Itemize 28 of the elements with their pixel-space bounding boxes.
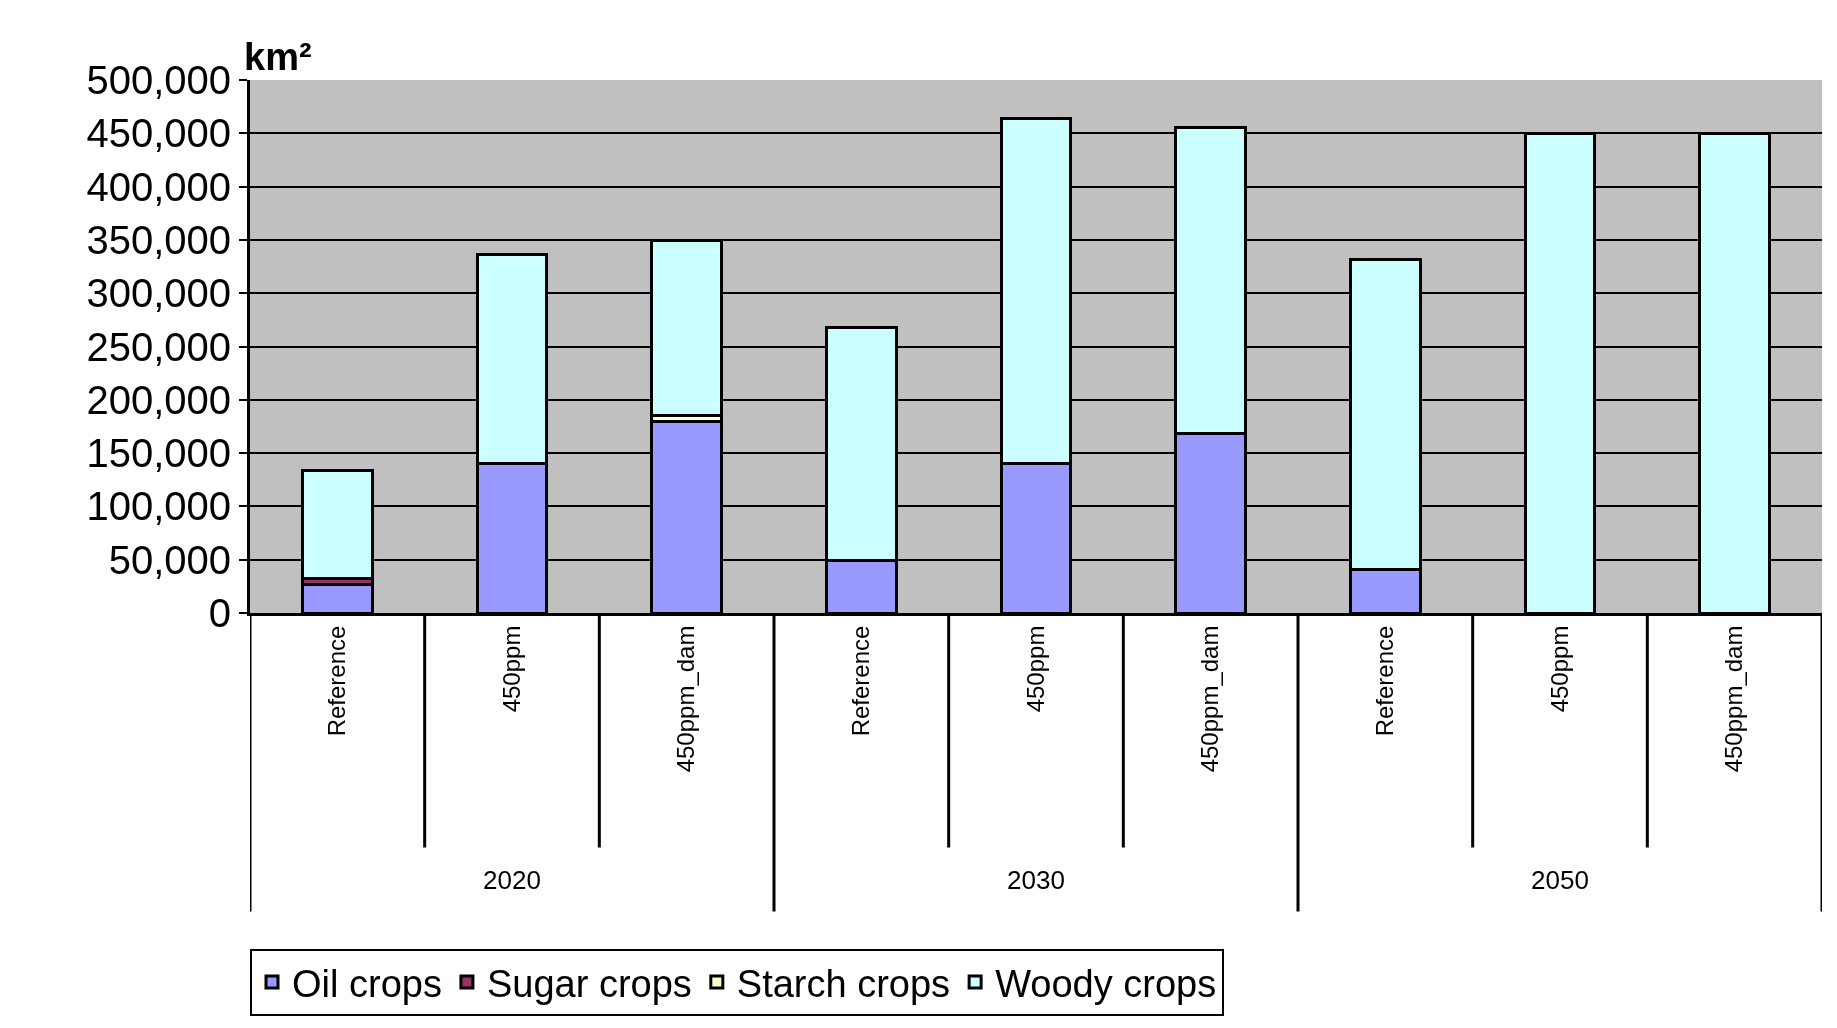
x-tick-label: 450ppm: [497, 625, 525, 713]
x-tick-label: Reference: [847, 625, 875, 737]
x-tick-label: 450ppm_dam: [672, 625, 700, 773]
y-tick-label: 300,000: [86, 271, 231, 316]
x-tick-label: 450ppm: [1021, 625, 1049, 713]
legend-label: Oil crops: [292, 962, 442, 1005]
y-axis-title: km²: [244, 36, 312, 78]
y-tick-label: 50,000: [108, 537, 231, 582]
x-tick-label: Reference: [323, 625, 351, 737]
text: 2030: [1007, 865, 1065, 895]
x-tick-label: 450ppm_dam: [1196, 625, 1224, 773]
y-tick-label: 0: [208, 591, 231, 635]
text: 2050: [1531, 865, 1589, 895]
x-tick-label: Reference: [1371, 625, 1399, 737]
legend-label: Starch crops: [736, 962, 951, 1005]
y-tick-label: 500,000: [86, 58, 231, 102]
x-tick-label: 450ppm: [1545, 625, 1573, 713]
x-tick-label: 450ppm_dam: [1720, 625, 1748, 773]
y-tick-label: 400,000: [86, 164, 231, 209]
y-tick-label: 150,000: [86, 431, 231, 476]
y-tick-label: 450,000: [86, 111, 231, 156]
y-tick-label: 200,000: [86, 377, 231, 422]
y-tick-label: 250,000: [86, 324, 231, 369]
legend-label: Woody crops: [995, 962, 1217, 1005]
y-tick-label: 350,000: [86, 217, 231, 262]
y-tick-label: 100,000: [86, 484, 231, 529]
legend-label: Sugar crops: [486, 962, 692, 1005]
text: 2020: [483, 865, 541, 895]
